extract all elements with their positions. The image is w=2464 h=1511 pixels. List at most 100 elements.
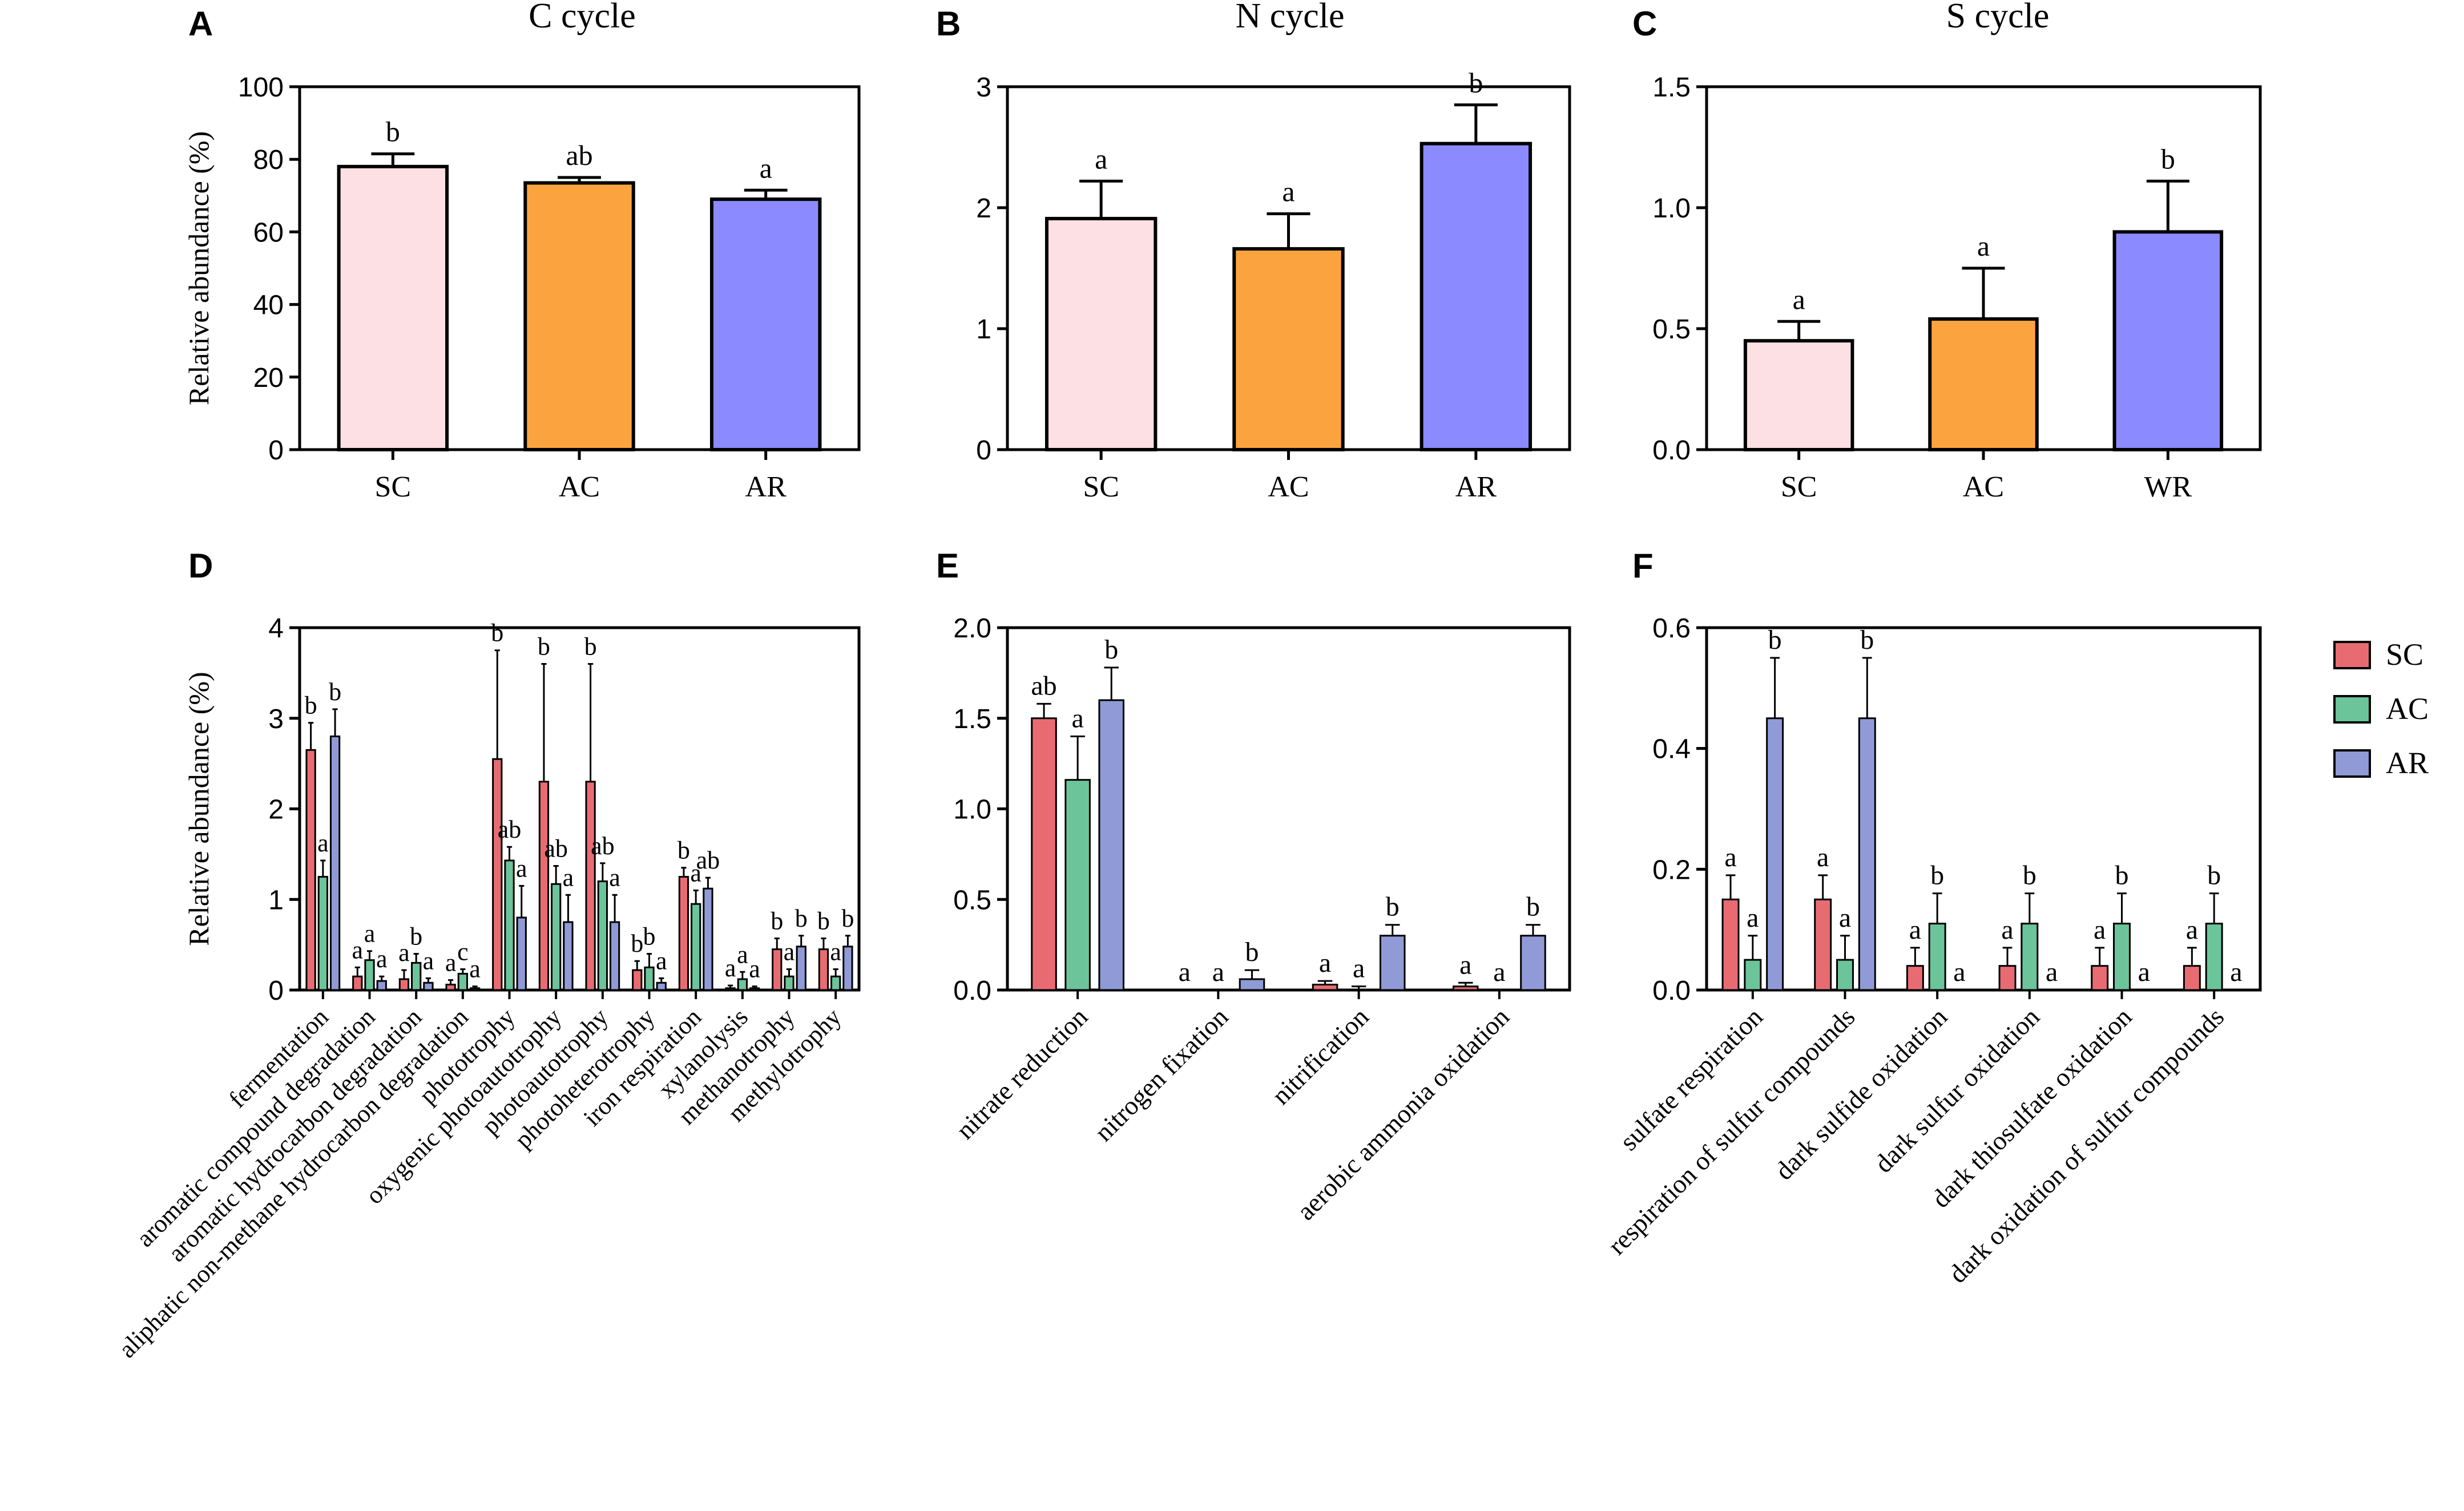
significance-label: a bbox=[1459, 950, 1471, 980]
bar-ac bbox=[2205, 923, 2223, 991]
y-tick-label: 0 bbox=[268, 435, 284, 466]
significance-label: a bbox=[563, 863, 574, 891]
x-tick-label: AR bbox=[1455, 471, 1497, 503]
bar-sc bbox=[818, 948, 829, 991]
x-tick-label: AC bbox=[1963, 471, 2004, 503]
significance-label: a bbox=[1839, 903, 1851, 933]
bar-ac bbox=[523, 181, 635, 451]
significance-label: a bbox=[1977, 230, 1990, 262]
significance-label: b bbox=[584, 633, 597, 661]
y-tick-label: 1 bbox=[976, 314, 991, 345]
bar-ar bbox=[1379, 935, 1406, 991]
bar-ac bbox=[1744, 959, 1762, 991]
panel-title: C cycle bbox=[529, 0, 636, 35]
bar-ac bbox=[1064, 779, 1091, 991]
significance-label: b bbox=[841, 904, 854, 932]
bar-wr bbox=[2112, 230, 2224, 451]
significance-label: ab bbox=[498, 815, 522, 843]
y-tick-label: 1.0 bbox=[953, 795, 991, 825]
significance-label: a bbox=[352, 936, 364, 964]
significance-label: a bbox=[1282, 176, 1294, 208]
significance-label: a bbox=[317, 829, 329, 857]
significance-label: a bbox=[469, 955, 481, 983]
significance-label: a bbox=[398, 939, 410, 967]
bar-ar bbox=[1520, 935, 1546, 991]
bar-ar bbox=[796, 946, 806, 991]
bar-ar bbox=[749, 987, 760, 991]
significance-label: ab bbox=[696, 846, 720, 874]
y-axis-label: Relative abundance (%) bbox=[183, 131, 215, 405]
significance-label: b bbox=[410, 923, 422, 951]
x-tick-label: dark sulfur oxidation bbox=[1869, 1002, 2045, 1178]
significance-label: a bbox=[2230, 957, 2242, 987]
significance-label: a bbox=[656, 947, 667, 975]
significance-label: b bbox=[631, 930, 643, 957]
bar-ac bbox=[784, 975, 795, 991]
significance-label: a bbox=[2094, 915, 2106, 945]
x-tick-label: AC bbox=[1268, 471, 1309, 503]
significance-label: a bbox=[1179, 957, 1191, 987]
bar-ac bbox=[597, 880, 608, 991]
significance-label: a bbox=[737, 940, 748, 968]
significance-label: a bbox=[2046, 957, 2058, 987]
significance-label: a bbox=[1724, 842, 1736, 872]
bar-sc bbox=[2183, 965, 2201, 991]
y-tick-label: 0.5 bbox=[1652, 314, 1691, 345]
legend-swatch-ar bbox=[2333, 749, 2371, 778]
significance-label: ab bbox=[544, 835, 568, 863]
bar-sc bbox=[585, 781, 596, 991]
y-tick-label: 20 bbox=[253, 363, 284, 393]
significance-label: b bbox=[1386, 892, 1400, 922]
bar-sc bbox=[2091, 965, 2109, 991]
bar-ar bbox=[376, 980, 387, 991]
panel-title: S cycle bbox=[1946, 0, 2050, 35]
bar-ar bbox=[1766, 717, 1784, 991]
significance-label: a bbox=[1095, 143, 1107, 175]
significance-label: b bbox=[491, 619, 503, 647]
legend-label: AC bbox=[2386, 692, 2429, 726]
panel-letter: E bbox=[936, 547, 959, 585]
significance-label: a bbox=[760, 152, 772, 184]
y-tick-label: 1.0 bbox=[1652, 193, 1691, 224]
y-tick-label: 2 bbox=[268, 795, 284, 825]
bar-sc bbox=[1814, 898, 1832, 991]
bar-sc bbox=[632, 969, 643, 991]
significance-label: b bbox=[1245, 937, 1259, 967]
bar-ar bbox=[1419, 142, 1533, 451]
bar-ac bbox=[411, 961, 422, 991]
significance-label: ab bbox=[566, 139, 592, 171]
bar-sc bbox=[772, 948, 783, 991]
y-tick-label: 4 bbox=[268, 613, 284, 644]
bar-sc bbox=[352, 975, 363, 991]
significance-label: a bbox=[1909, 915, 1921, 945]
bar-sc bbox=[398, 978, 410, 991]
panel-letter: C bbox=[1632, 5, 1657, 43]
significance-label: ab bbox=[1031, 670, 1056, 701]
legend-swatch-ac bbox=[2333, 695, 2371, 724]
significance-label: a bbox=[2138, 957, 2150, 987]
x-tick-label: AR bbox=[745, 471, 787, 503]
significance-label: b bbox=[1104, 635, 1118, 665]
bar-sc bbox=[1031, 717, 1057, 991]
panel-title: N cycle bbox=[1235, 0, 1344, 35]
plot-frame bbox=[1705, 626, 2262, 992]
y-tick-label: 0.0 bbox=[1652, 976, 1691, 1006]
bar-sc bbox=[1743, 339, 1854, 452]
significance-label: c bbox=[457, 938, 469, 965]
panel-letter: B bbox=[936, 5, 961, 43]
y-tick-label: 0 bbox=[268, 976, 284, 1006]
y-tick-label: 40 bbox=[253, 290, 284, 321]
plot-frame bbox=[1006, 626, 1571, 992]
significance-label: b bbox=[795, 904, 808, 932]
significance-label: a bbox=[749, 955, 760, 983]
significance-label: b bbox=[2023, 860, 2036, 891]
significance-label: b bbox=[329, 678, 341, 706]
y-tick-label: 0.0 bbox=[953, 976, 991, 1006]
x-tick-label: nitrate reduction bbox=[950, 1002, 1093, 1145]
significance-label: a bbox=[1212, 957, 1224, 987]
y-tick-label: 1 bbox=[268, 885, 284, 915]
significance-label: b bbox=[643, 923, 656, 951]
panel-a: A C cycle Relative abundance (%) 0 20 40 60 80 1… bbox=[183, 0, 861, 503]
